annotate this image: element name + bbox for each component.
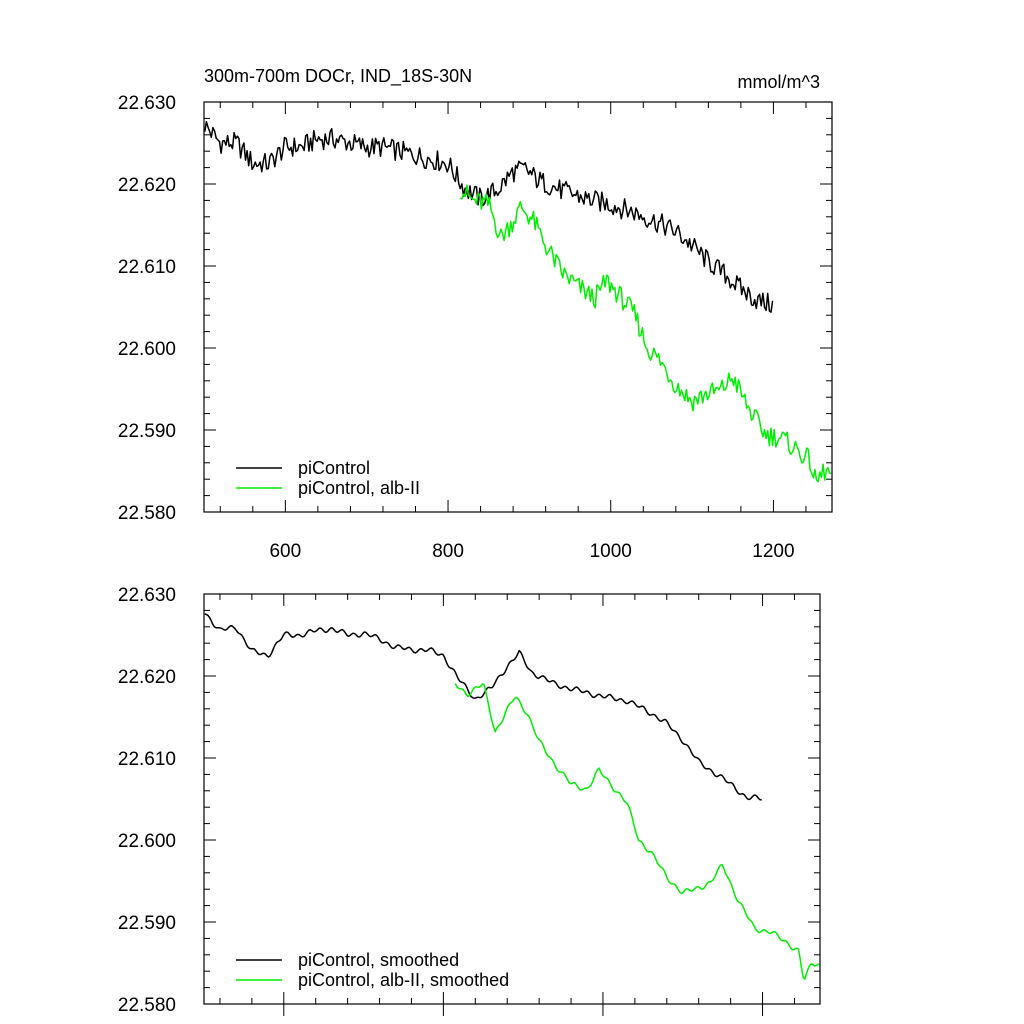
legend-label: piControl, alb-II (298, 478, 420, 498)
bottom-chart-panel: 22.580 22.590 22.600 22.610 22.620 22.630 piCo… (118, 585, 821, 1016)
y-tick-label: 22.610 (118, 257, 176, 278)
y-tick-label: 22.630 (118, 93, 176, 114)
units-label: mmol/m^3 (738, 72, 820, 92)
plot-frame (203, 593, 821, 1005)
plot-title: 300m-700m DOCr, IND_18S-30N (204, 66, 472, 87)
x-tick-label: 1200 (752, 541, 794, 562)
legend-label: piControl, smoothed (298, 950, 459, 970)
series-line-alb (454, 683, 820, 980)
y-tick-label: 22.610 (118, 749, 176, 770)
series-line-alb (459, 184, 832, 483)
legend-label: piControl, alb-II, smoothed (298, 970, 509, 990)
y-tick-label: 22.600 (118, 339, 176, 360)
y-tick-label: 22.580 (118, 503, 176, 524)
series-line-control (204, 613, 762, 801)
y-tick-label: 22.620 (118, 667, 176, 688)
y-tick-label: 22.620 (118, 175, 176, 196)
top-chart-panel: 22.580 22.590 22.600 22.610 22.620 22.630 600 8… (118, 93, 833, 562)
x-tick-label: 800 (432, 541, 464, 562)
x-tick-label: 600 (269, 541, 301, 562)
y-tick-label: 22.600 (118, 831, 176, 852)
series-line-control (204, 120, 774, 313)
y-tick-label: 22.590 (118, 421, 176, 442)
y-tick-label: 22.630 (118, 585, 176, 606)
plot-frame (203, 101, 833, 513)
x-tick-label: 1000 (590, 541, 632, 562)
y-tick-label: 22.590 (118, 913, 176, 934)
y-tick-label: 22.580 (118, 995, 176, 1016)
legend-label: piControl (298, 458, 370, 478)
